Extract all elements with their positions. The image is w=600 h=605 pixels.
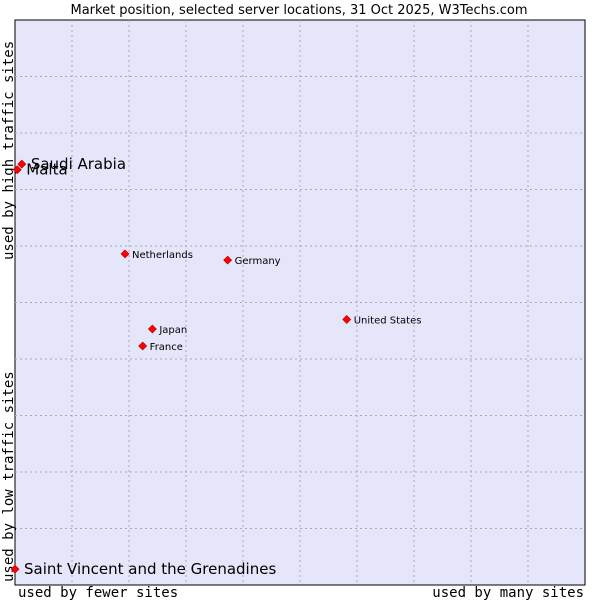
- data-label-united-states: United States: [354, 315, 422, 326]
- y-axis-label-high: used by high traffic sites: [1, 41, 17, 260]
- data-point-netherlands: [120, 249, 130, 259]
- data-point-malta: [12, 165, 22, 175]
- data-point-france: [138, 341, 148, 351]
- data-label-france: France: [150, 342, 183, 353]
- chart-title: Market position, selected server locatio…: [70, 3, 527, 18]
- data-label-japan: Japan: [158, 325, 187, 336]
- gridlines: [15, 20, 585, 585]
- data-point-saudi-arabia: [17, 159, 27, 169]
- data-label-malta: Malta: [26, 161, 67, 179]
- x-axis-label-fewer: used by fewer sites: [18, 585, 178, 600]
- data-point-saint-vincent-and-the-grenadines: [10, 564, 20, 574]
- data-label-netherlands: Netherlands: [132, 250, 193, 261]
- data-point-germany: [223, 255, 233, 265]
- data-label-saudi-arabia: Saudi Arabia: [31, 155, 126, 173]
- data-label-germany: Germany: [235, 256, 281, 267]
- data-label-saint-vincent-and-the-grenadines: Saint Vincent and the Grenadines: [24, 560, 276, 578]
- x-axis-label-many: used by many sites: [432, 585, 584, 600]
- data-point-japan: [147, 324, 157, 334]
- y-axis-label-low: used by low traffic sites: [1, 371, 17, 582]
- data-point-united-states: [342, 315, 352, 324]
